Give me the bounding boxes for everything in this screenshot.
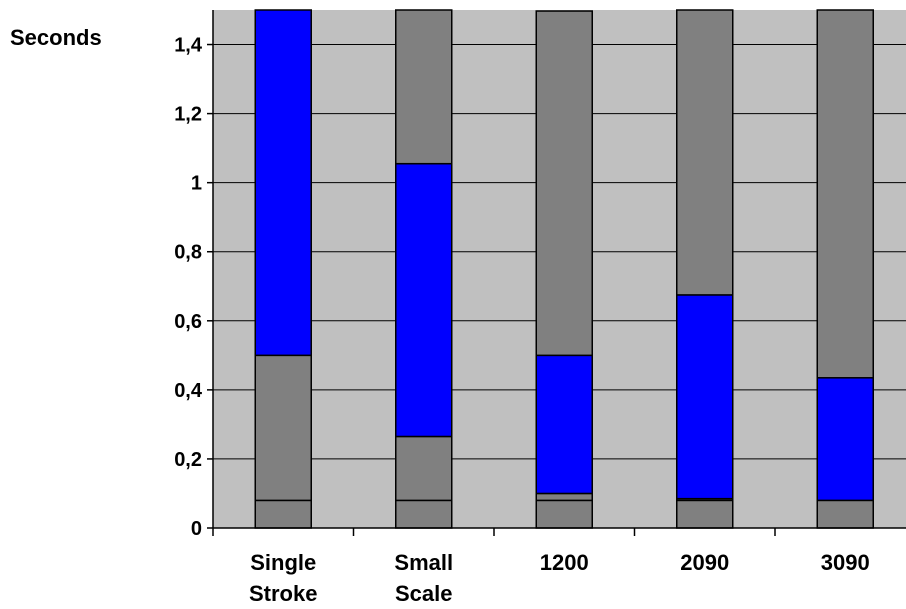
- y-tick-label: 0,8: [174, 242, 202, 264]
- bar-segment-2: [535, 492, 593, 502]
- y-tick-label: 1,4: [174, 35, 203, 57]
- x-tick-label: 3090: [821, 550, 870, 575]
- x-tick-label: Scale: [395, 581, 453, 606]
- bar-segment-4: [676, 9, 734, 296]
- y-tick-label: 1: [191, 173, 202, 195]
- bar-segment-2: [395, 435, 453, 502]
- bar-segment-2: [254, 354, 312, 502]
- y-tick-label: 0: [191, 518, 202, 540]
- bar-segment-3: [395, 162, 453, 438]
- bar-segment-1: [535, 499, 593, 529]
- x-tick-label: Single: [250, 550, 316, 575]
- bar-segment-4: [395, 9, 453, 165]
- y-tick-label: 1,2: [174, 104, 202, 126]
- bar-segment-1: [395, 499, 453, 529]
- y-axis-ticks: 0 0,2 0,4 0,6 0,8 1 1,2 1,4: [174, 35, 213, 540]
- x-axis-ticks: Single Stroke Small Scale 1200 2090 3090: [212, 528, 870, 606]
- bar-segment-1: [254, 499, 312, 529]
- bar-segment-3: [816, 377, 874, 502]
- y-axis-label: Seconds: [10, 25, 102, 50]
- x-tick-label: 2090: [680, 550, 729, 575]
- bar-segment-3: [254, 9, 312, 357]
- x-tick-label: 1200: [540, 550, 589, 575]
- bar-segment-3: [676, 294, 734, 500]
- y-tick-label: 0,2: [174, 449, 202, 471]
- bars: [254, 9, 874, 529]
- x-tick-label: Small: [394, 550, 453, 575]
- bar-segment-1: [676, 499, 734, 529]
- bar-segment-4: [535, 10, 593, 357]
- x-tick-label: Stroke: [249, 581, 317, 606]
- bar-segment-3: [535, 354, 593, 495]
- y-tick-label: 0,6: [174, 311, 202, 333]
- y-tick-label: 0,4: [174, 380, 203, 402]
- bar-segment-4: [816, 9, 874, 379]
- bar-segment-1: [816, 499, 874, 529]
